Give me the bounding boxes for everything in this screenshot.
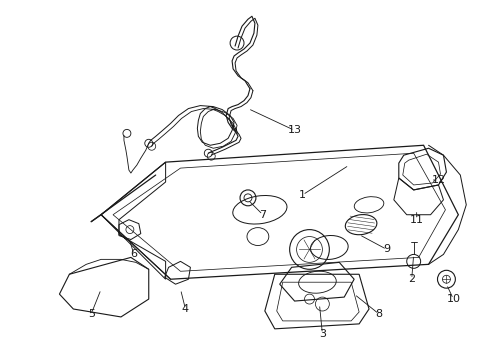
Text: 1: 1 — [299, 190, 305, 200]
Text: 12: 12 — [430, 175, 445, 185]
Text: 10: 10 — [446, 294, 459, 304]
Text: 11: 11 — [409, 215, 423, 225]
Text: 4: 4 — [182, 304, 189, 314]
Text: 6: 6 — [130, 249, 137, 260]
Text: 8: 8 — [375, 309, 382, 319]
Text: 7: 7 — [259, 210, 266, 220]
Text: 3: 3 — [318, 329, 325, 339]
Text: 13: 13 — [287, 125, 301, 135]
Text: 5: 5 — [87, 309, 95, 319]
Text: 9: 9 — [383, 244, 389, 255]
Text: 2: 2 — [407, 274, 414, 284]
